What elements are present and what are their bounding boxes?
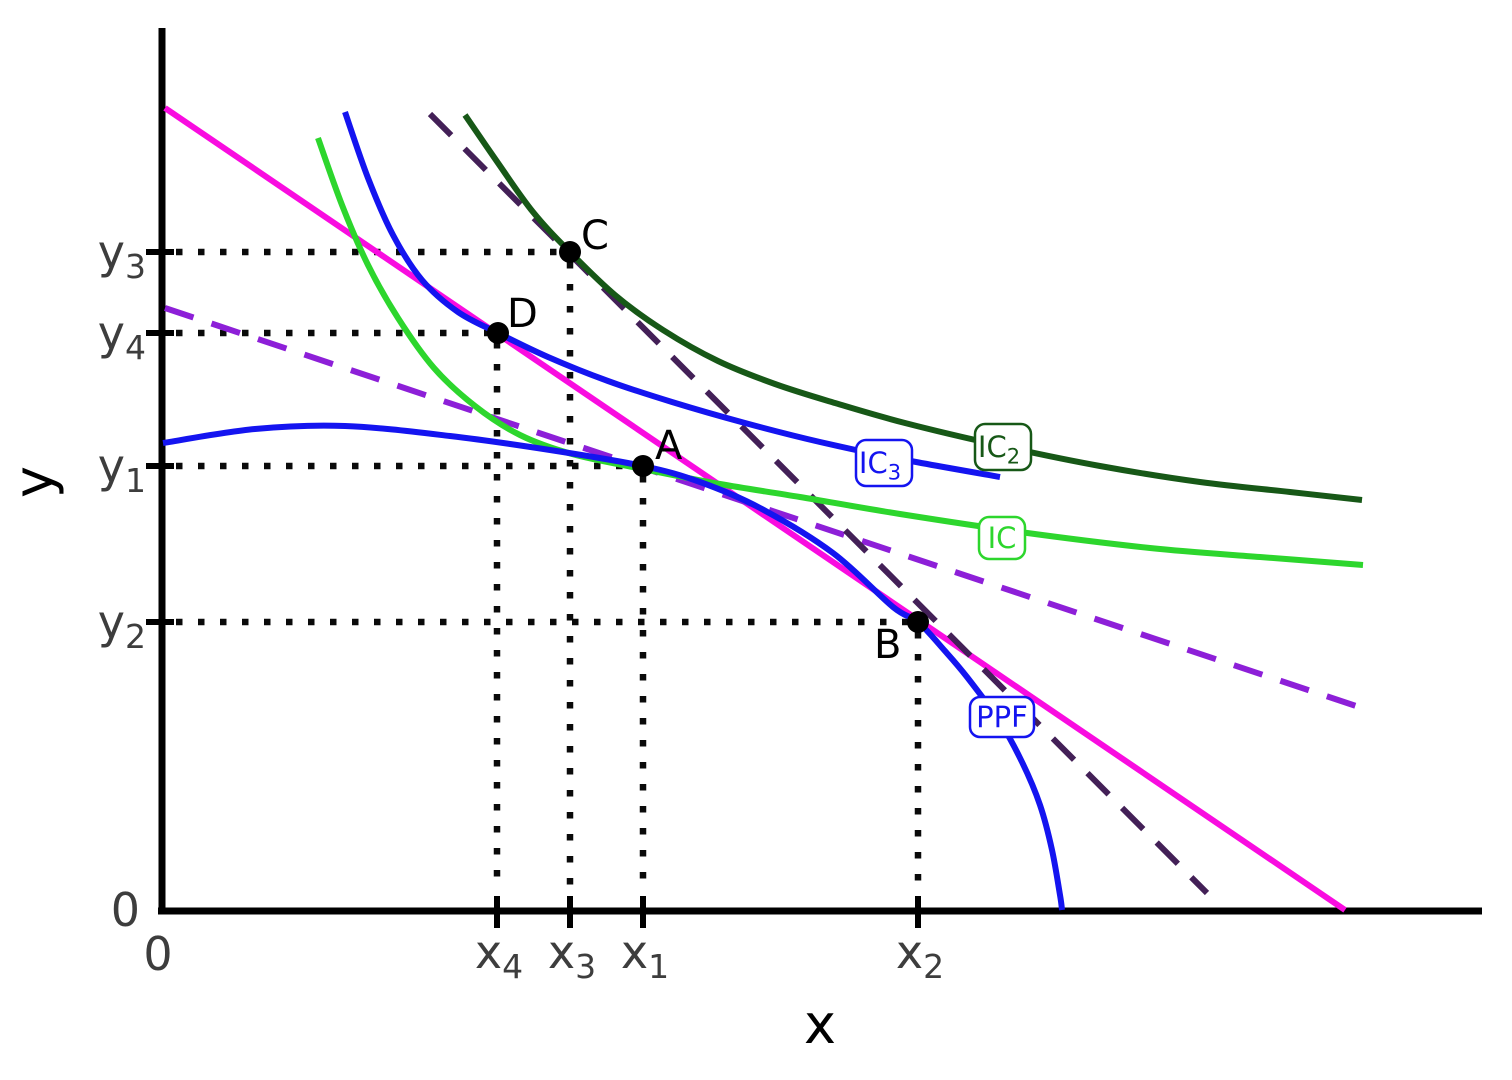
ic3-curve [342, 111, 1001, 480]
point-A-label: A [655, 423, 683, 469]
curve-labels: IC IC2 IC3 PPF [854, 422, 1036, 739]
ic2-label-text: IC2 [978, 430, 1020, 468]
x-tick-label-x3: x3 [548, 925, 596, 986]
y-tick-label-y1: y1 [98, 439, 146, 500]
axis-labels: y3 y4 y1 y2 x4 x3 x1 x2 00 y x [2, 225, 944, 1056]
ppf-label-box [968, 695, 1036, 739]
y-tick-label-y2: y2 [98, 595, 146, 656]
ic3-label-text: IC3 [859, 446, 901, 484]
point-D-dot [487, 322, 509, 344]
reference-lines [176, 248, 922, 890]
x-tick-label-x1: x1 [621, 925, 669, 986]
x-tick-label-x4: x4 [475, 925, 523, 986]
point-A-dot [632, 455, 654, 477]
ic-label-box [977, 515, 1027, 561]
point-B-dot [907, 611, 929, 633]
price-line-line [163, 105, 1347, 913]
y-axis-zero-label: 0 [111, 883, 140, 937]
y-axis-title: y [2, 466, 65, 498]
point-C-dot [559, 241, 581, 263]
y-tick-label-y4: y4 [98, 306, 146, 367]
ppf-curve [162, 422, 1065, 911]
x-tick-label-x2: x2 [896, 925, 944, 986]
x-axis-title: x [804, 993, 836, 1056]
point-C-label: C [581, 213, 609, 259]
ic-label-text: IC [988, 521, 1017, 555]
dashed-dark-line-line [427, 111, 1210, 896]
ic2-curve [462, 113, 1363, 503]
point-D-label: D [507, 291, 538, 337]
ic2-label-box [973, 422, 1033, 472]
point-B-label: B [874, 622, 901, 668]
ic3-label-box [854, 438, 914, 488]
curves [162, 105, 1364, 913]
x-axis-zero-label: 0 [143, 927, 172, 981]
ppf-label-text: PPF [976, 700, 1028, 734]
dashed-purple-line-line [164, 305, 1363, 711]
y-tick-label-y3: y3 [98, 225, 146, 286]
axes [146, 28, 1482, 928]
points: A B CD [487, 213, 929, 668]
